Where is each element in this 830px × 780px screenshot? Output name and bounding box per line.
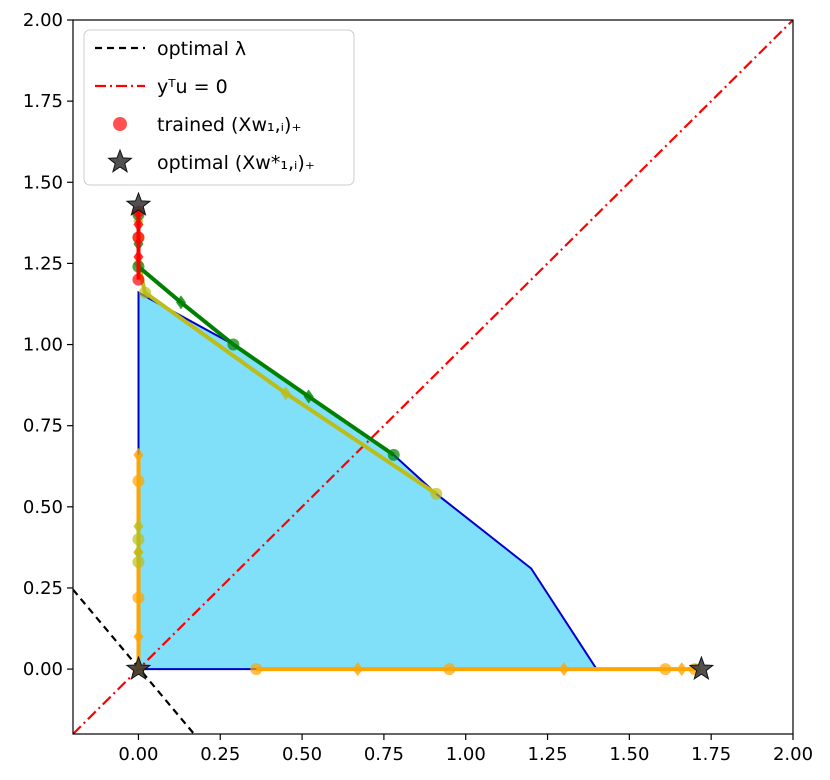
- trajectory-point: [132, 533, 145, 546]
- trajectory-point: [139, 286, 151, 299]
- trajectory-point: [250, 663, 263, 676]
- x-tick-label: 1.50: [609, 744, 649, 765]
- x-tick-label: 1.75: [691, 744, 731, 765]
- plot-frame: [72, 19, 794, 735]
- legend-label-optimal-lambda: optimal λ: [157, 38, 246, 60]
- trajectory-point: [133, 217, 144, 232]
- trajectory-point: [133, 545, 144, 560]
- legend-label-trained: trained (Xw₁,ᵢ)₊: [157, 114, 301, 136]
- y-tick-label: 0.25: [23, 578, 63, 599]
- x-tick-label: 0.50: [282, 744, 322, 765]
- legend-box: [83, 29, 355, 186]
- trajectory-point: [133, 249, 144, 264]
- trajectory-point: [659, 663, 672, 676]
- legend-handle-trained: [113, 117, 127, 131]
- legend-handle-optimal-star: [107, 148, 133, 173]
- optimal-star-point: [125, 191, 152, 216]
- y-tick-label: 1.75: [23, 91, 63, 112]
- y-tick-label: 1.50: [23, 172, 63, 193]
- trajectory-point: [676, 662, 687, 677]
- trajectory-point: [176, 295, 186, 310]
- legend-label-ytu-zero: yᵀu = 0: [157, 76, 228, 98]
- trajectory-point: [227, 338, 240, 351]
- trajectory-point: [133, 447, 144, 462]
- y-tick-label: 1.25: [23, 253, 63, 274]
- trajectory-point: [443, 663, 456, 676]
- reference-line: [73, 20, 793, 734]
- trajectory-point: [303, 389, 314, 404]
- y-tick-label: 1.00: [23, 335, 63, 356]
- reference-line: [73, 588, 195, 734]
- trajectory-point: [133, 629, 144, 644]
- x-tick-label: 1.25: [528, 744, 568, 765]
- trajectory-point: [132, 273, 145, 286]
- trajectory-point: [352, 662, 363, 677]
- optimal-star-point: [688, 655, 715, 680]
- y-tick-label: 0.50: [23, 497, 63, 518]
- x-tick-label: 0.25: [200, 744, 240, 765]
- legend-label-optimal-star: optimal (Xw*₁,ᵢ)₊: [157, 152, 315, 174]
- legend: optimal λ yᵀu = 0 trained (Xw₁,ᵢ)₊ optimal …: [83, 29, 355, 186]
- y-tick-label: 2.00: [23, 10, 63, 31]
- x-tick-label: 0.75: [364, 744, 404, 765]
- x-tick-label: 2.00: [773, 744, 813, 765]
- trajectory-point: [558, 662, 569, 677]
- trajectory-point: [132, 231, 145, 244]
- x-tick-label: 1.00: [446, 744, 486, 765]
- trajectory-point: [387, 448, 400, 461]
- trajectory-point: [132, 591, 145, 604]
- trajectory-point: [280, 386, 291, 401]
- trajectory-point: [133, 519, 144, 534]
- trajectory-point: [132, 555, 145, 568]
- optimal-star-point: [125, 655, 152, 680]
- x-tick-label: 0.00: [118, 744, 158, 765]
- y-tick-label: 0.75: [23, 416, 63, 437]
- trajectory-point: [430, 487, 443, 500]
- trajectory-point: [132, 474, 145, 487]
- y-tick-label: 0.00: [23, 659, 63, 680]
